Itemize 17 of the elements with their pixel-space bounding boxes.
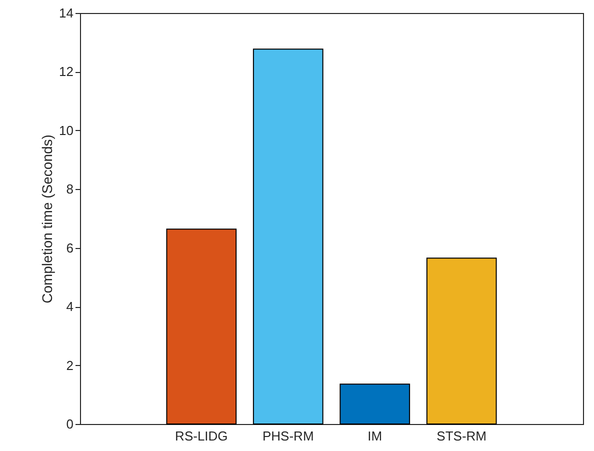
- y-tick-label: 12: [59, 64, 74, 80]
- y-tick-label: 2: [66, 358, 74, 373]
- bar: [426, 258, 497, 424]
- x-tick-label: RS-LIDG: [175, 428, 228, 444]
- bar: [252, 48, 324, 424]
- y-tick-label: 6: [66, 240, 74, 256]
- y-tick-label: 0: [66, 416, 74, 432]
- x-tick-label: STS-RM: [436, 428, 487, 444]
- y-tick-label: 8: [66, 182, 74, 197]
- x-tick-label: IM: [368, 428, 382, 444]
- y-tick-label: 14: [59, 6, 74, 20]
- bar: [340, 384, 410, 424]
- y-tick-label: 4: [66, 299, 74, 314]
- x-tick-label: PHS-RM: [262, 428, 314, 444]
- bar: [166, 228, 237, 424]
- y-tick-label: 10: [59, 122, 74, 138]
- y-axis-title: Completion time (Seconds): [39, 134, 56, 304]
